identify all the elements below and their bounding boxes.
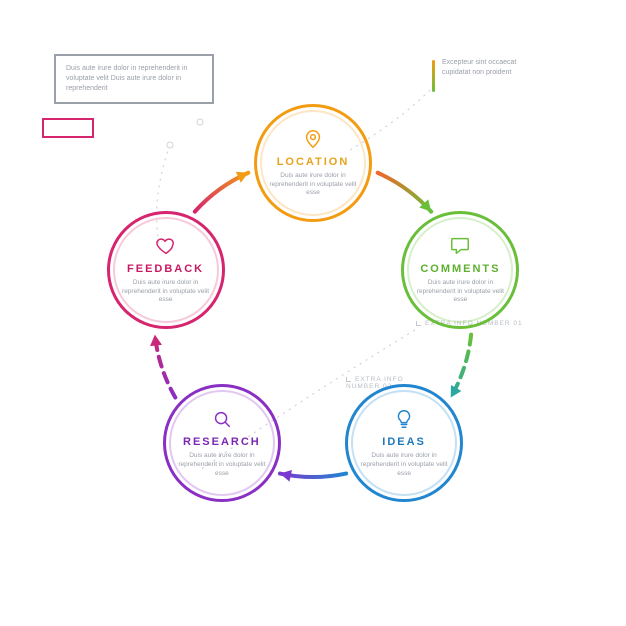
legend: Excepteur sint occaecat cupidatat non pr… — [432, 58, 582, 78]
node-feedback: FEEDBACKDuis aute irure dolor in reprehe… — [107, 211, 225, 329]
legend-bar — [432, 60, 435, 92]
callout-box: Duis aute irure dolor in reprehenderit i… — [54, 54, 214, 104]
node-comments: COMMENTSDuis aute irure dolor in reprehe… — [401, 211, 519, 329]
legend-line-0: Excepteur sint occaecat — [442, 58, 582, 68]
infographic-stage: Duis aute irure dolor in reprehenderit i… — [0, 0, 626, 626]
node-ideas: IDEASDuis aute irure dolor in reprehende… — [345, 384, 463, 502]
node-research: RESEARCHDuis aute irure dolor in reprehe… — [163, 384, 281, 502]
node-location: LOCATIONDuis aute irure dolor in reprehe… — [254, 104, 372, 222]
callout-subbox — [42, 118, 94, 138]
legend-line-1: cupidatat non proident — [442, 68, 582, 78]
callout-text: Duis aute irure dolor in reprehenderit i… — [66, 64, 202, 94]
